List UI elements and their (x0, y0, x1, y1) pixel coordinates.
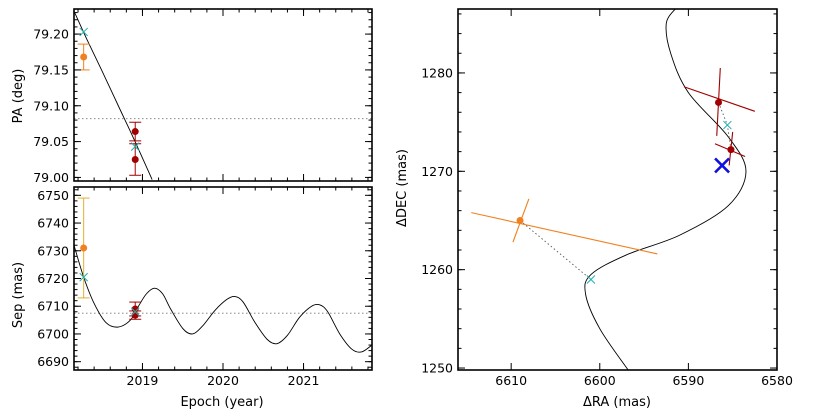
ra-xlabel: ΔRA (mas) (583, 395, 651, 410)
sky-error-arm (683, 86, 756, 112)
pa-model-point-b (130, 142, 140, 151)
sep-ytick-label: 6720 (37, 271, 69, 286)
sky-plot-area (471, 9, 756, 370)
pa-ticks (74, 9, 372, 181)
sky-xtick-label: 6600 (584, 373, 616, 388)
pa-observation-point (80, 53, 88, 61)
pa-plot-area (74, 10, 372, 180)
sep-ytick-label: 6690 (37, 354, 69, 369)
sep-model-point-b (130, 307, 140, 317)
pa-model-point (130, 142, 140, 151)
sky-ytick-label: 1270 (421, 164, 453, 179)
sky-model-point-b (723, 120, 732, 130)
epoch-xlabel: Epoch (year) (180, 395, 263, 410)
sep-observation-point (80, 244, 88, 252)
sky-observation-point (516, 216, 524, 224)
pa-ytick-label: 79.00 (33, 170, 69, 185)
sky-residual-link (519, 220, 592, 280)
pa-panel: 79.00 79.05 79.10 79.15 79.20 (33, 8, 373, 185)
sky-xtick-label: 6610 (495, 373, 527, 388)
sky-reference-marker-b (714, 157, 730, 174)
pa-frame (73, 8, 373, 182)
sky-panel: 6610 6600 6590 6580 1250 1260 1270 1280 (421, 8, 793, 388)
pa-model-point (79, 27, 89, 37)
sep-plot-area (74, 197, 372, 353)
sep-ytick-label: 6710 (37, 299, 69, 314)
pa-observation-point (131, 128, 139, 136)
sky-frame (457, 8, 778, 371)
sky-ytick-label: 1280 (421, 65, 453, 80)
sep-xtick-label: 2019 (127, 373, 159, 388)
pa-ylabel: PA (deg) (11, 69, 26, 124)
sep-observation-point (131, 311, 139, 319)
sky-observation-point (727, 146, 735, 154)
sep-ylabel: Sep (mas) (11, 262, 26, 328)
pa-ytick-label: 79.20 (33, 27, 69, 42)
sky-reference-marker (714, 157, 730, 174)
sky-residual-link (718, 102, 728, 126)
sep-frame (73, 186, 373, 371)
pa-model-point-b (79, 27, 89, 37)
sky-model-point (586, 275, 596, 284)
pa-ytick-label: 79.10 (33, 98, 69, 113)
sky-xtick-label: 6590 (672, 373, 704, 388)
sep-ytick-label: 6740 (37, 216, 69, 231)
dec-ylabel: ΔDEC (mas) (395, 149, 410, 227)
sep-ytick-label: 6730 (37, 243, 69, 258)
sky-residual-link (726, 125, 732, 150)
sky-orbit-curve (584, 9, 747, 370)
pa-model-curve (74, 10, 153, 180)
sep-model-point (79, 272, 89, 282)
sep-model-curve (74, 245, 372, 353)
sep-xtick-label: 2020 (207, 373, 239, 388)
sky-xtick-label: 6580 (761, 373, 793, 388)
sky-ytick-label: 1250 (421, 361, 453, 376)
sky-error-arm (471, 212, 658, 255)
sky-observation-point (715, 98, 723, 106)
sep-xtick-label: 2021 (288, 373, 320, 388)
sep-model-point (130, 307, 140, 317)
pa-ytick-label: 79.15 (33, 62, 69, 77)
sep-panel: 2019 2020 2021 6690 6700 6710 6720 6730 6740 6750 (37, 186, 373, 388)
sep-ytick-label: 6750 (37, 188, 69, 203)
sep-ytick-label: 6700 (37, 326, 69, 341)
sky-ytick-label: 1260 (421, 262, 453, 277)
sep-ticks (74, 187, 372, 370)
sep-model-point-b (79, 272, 89, 282)
sky-model-point-b (586, 275, 596, 284)
sky-model-point (723, 120, 732, 130)
pa-observation-point (131, 156, 139, 163)
pa-ytick-label: 79.05 (33, 134, 69, 149)
sky-ticks (458, 9, 778, 370)
